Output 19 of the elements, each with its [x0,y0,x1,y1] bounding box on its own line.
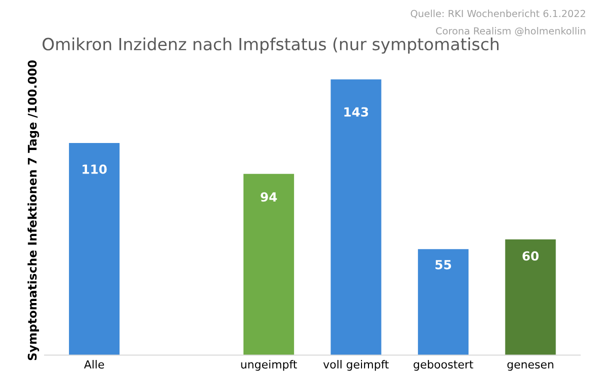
x-tick-label: geboostert [414,360,474,371]
data-label: 55 [436,260,452,270]
bar [505,239,556,356]
data-label: 60 [522,251,539,261]
x-tick-label: Alle [84,360,104,369]
source-note: Quelle: RKI Wochenbericht 6.1.2022 [410,10,586,18]
bar [68,143,120,356]
chart-title: Omikron Inzidenz nach Impfstatus (nur symptomatisch [42,38,499,54]
text: Corona Realism @holmenkollin [436,27,586,36]
x-tick-label: genesen [507,362,554,371]
y-axis-title: Symptomatische Infektionen 7 Tage /100.000 [28,60,40,360]
x-tick-label: voll geimpft [323,360,389,371]
data-label: 110 [82,164,107,174]
bar [243,174,294,356]
bar [330,79,382,356]
bar [418,249,469,356]
data-label: 143 [344,107,368,117]
x-tick-label: ungeimpft [241,360,297,371]
data-label: 94 [260,192,277,202]
